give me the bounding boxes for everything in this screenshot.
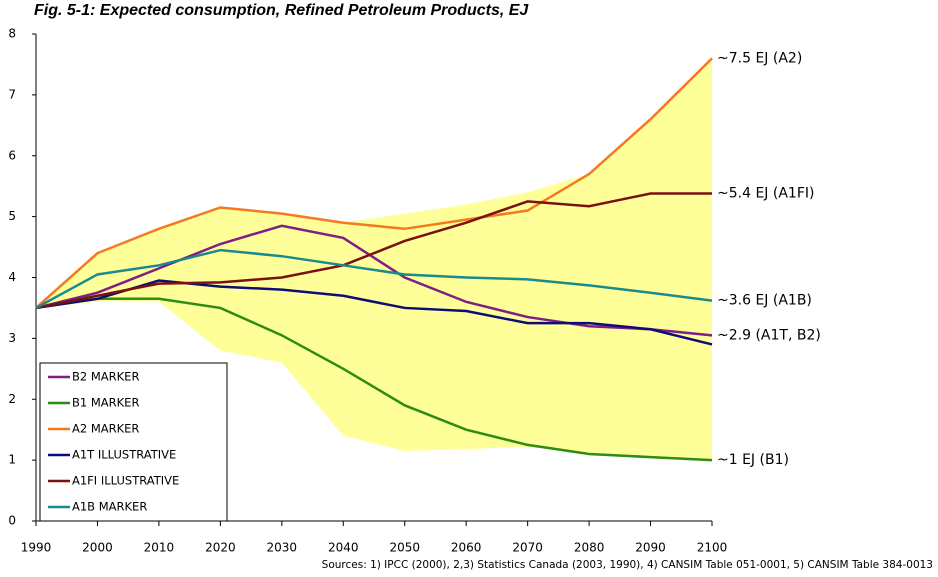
x-tick-label: 2080 — [574, 541, 605, 555]
x-tick-label: 2100 — [697, 541, 728, 555]
chart-title: Fig. 5-1: Expected consumption, Refined … — [34, 2, 529, 19]
legend-label: B1 MARKER — [72, 396, 139, 410]
legend-label: A1B MARKER — [72, 500, 147, 514]
legend-label: A1FI ILLUSTRATIVE — [72, 474, 179, 488]
y-tick-label: 6 — [8, 148, 16, 162]
x-tick-label: 1990 — [21, 541, 52, 555]
y-tick-label: 3 — [8, 331, 16, 345]
legend-label: A1T ILLUSTRATIVE — [72, 448, 176, 462]
series-line — [35, 279, 713, 346]
annotation: ~7.5 EJ (A2) — [717, 50, 802, 66]
y-tick-label: 4 — [8, 270, 16, 284]
x-tick-label: 2030 — [267, 541, 298, 555]
annotation: ~1 EJ (B1) — [717, 452, 789, 468]
x-tick-label: 2020 — [205, 541, 236, 555]
x-tick-label: 2060 — [451, 541, 482, 555]
annotation: ~3.6 EJ (A1B) — [717, 293, 812, 309]
y-tick-label: 2 — [8, 392, 16, 406]
series-line — [35, 224, 713, 337]
y-tick-label: 0 — [8, 514, 16, 528]
legend: B2 MARKER B1 MARKER A2 MARKER A1T ILLUSTRAT… — [39, 362, 228, 522]
y-tick-label: 7 — [8, 87, 16, 101]
source-note: Sources: 1) IPCC (2000), 2,3) Statistics… — [322, 559, 933, 571]
y-tick-label: 8 — [8, 27, 16, 41]
legend-box — [39, 362, 228, 522]
x-tick-label: 2040 — [328, 541, 359, 555]
x-tick-label: 2000 — [82, 541, 113, 555]
legend-label: A2 MARKER — [72, 422, 139, 436]
y-tick-label: 1 — [8, 453, 16, 467]
series-line — [35, 248, 713, 310]
x-tick-label: 2070 — [512, 541, 543, 555]
range-band — [36, 58, 712, 461]
x-tick-label: 2050 — [389, 541, 420, 555]
x-tick-label: 2090 — [635, 541, 666, 555]
y-tick-label: 5 — [8, 209, 16, 223]
series-line — [35, 297, 713, 462]
annotation: ~2.9 (A1T, B2) — [717, 327, 821, 343]
annotation: ~5.4 EJ (A1FI) — [717, 185, 814, 201]
x-tick-label: 2010 — [144, 541, 175, 555]
series-line — [35, 192, 712, 310]
series-line — [35, 57, 713, 309]
legend-label: B2 MARKER — [72, 370, 139, 384]
